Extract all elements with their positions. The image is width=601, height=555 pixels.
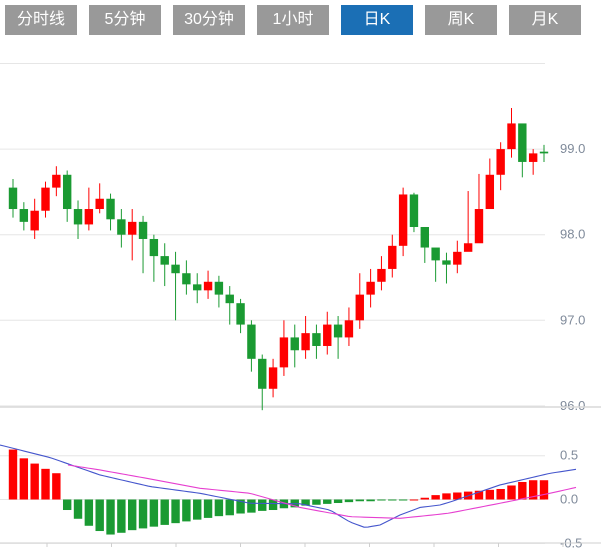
svg-text:0.5: 0.5 (560, 448, 578, 463)
svg-text:98.0: 98.0 (560, 227, 585, 242)
svg-text:99.0: 99.0 (560, 141, 585, 156)
svg-text:96.0: 96.0 (560, 398, 585, 413)
svg-text:0.0: 0.0 (560, 492, 578, 507)
svg-text:97.0: 97.0 (560, 312, 585, 327)
